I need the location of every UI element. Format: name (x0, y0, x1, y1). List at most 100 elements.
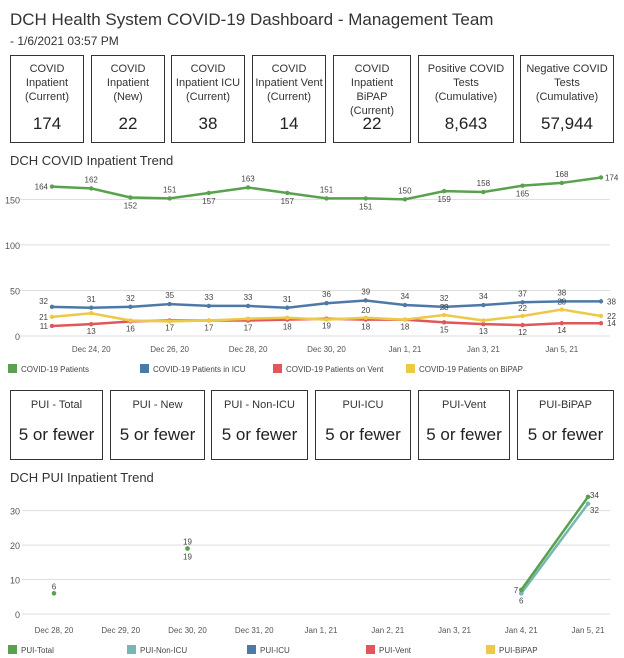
legend-swatch (406, 364, 415, 373)
data-label: 20 (361, 306, 370, 315)
data-label: 18 (283, 323, 292, 332)
pui-label: PUI - Non-ICU (224, 399, 295, 411)
data-label: 32 (440, 294, 449, 303)
data-label: 151 (320, 185, 334, 194)
data-point (51, 591, 57, 596)
data-point (167, 301, 172, 307)
x-tick-label: Jan 2, 21 (371, 626, 404, 635)
data-point (481, 321, 486, 327)
data-point (324, 317, 329, 322)
data-point (520, 322, 525, 328)
series-line (520, 496, 590, 591)
y-tick-label: 20 (10, 541, 20, 551)
data-point (363, 298, 368, 303)
inpatient-trend-chart: 0 50 100 150 Dec 24, 20 Dec 26, 20 Dec 28, 20 D… (5, 170, 619, 374)
data-label: 157 (281, 197, 295, 206)
y-tick-label: 0 (15, 332, 20, 342)
pui-value: 5 or fewer (426, 425, 502, 444)
data-point (167, 196, 172, 201)
data-label: 35 (165, 291, 174, 300)
data-point (285, 315, 290, 320)
data-point (49, 314, 55, 320)
x-tick-label: Dec 30, 20 (307, 345, 346, 354)
legend-label: COVID-19 Patients on Vent (286, 365, 384, 374)
data-point (324, 196, 329, 201)
data-point (481, 189, 486, 195)
kpi-card-inpatient-bipap: COVID Inpatient BiPAP (Current) 22 (333, 55, 411, 143)
x-tick-label: Jan 5, 21 (545, 345, 578, 354)
kpi-label: COVID Inpatient ICU (Current) (175, 63, 241, 103)
legend-label: PUI-BiPAP (499, 646, 538, 655)
pui-trend-chart: 0 10 20 30 Dec 28, 20 Dec 29, 20 Dec 30, 20 Dec… (8, 491, 610, 655)
data-label: 19 (322, 322, 331, 331)
data-point (441, 312, 447, 318)
data-label: 151 (163, 185, 177, 194)
pui-card-icu: PUI-ICU 5 or fewer (315, 390, 411, 460)
page-subtitle: - 1/6/2021 03:57 PM (10, 34, 119, 48)
data-label: 163 (241, 174, 255, 183)
pui-card-total: PUI - Total 5 or fewer (10, 390, 103, 460)
data-label: 22 (607, 312, 616, 321)
data-label: 33 (244, 293, 253, 302)
data-label: 29 (557, 298, 566, 307)
legend-swatch (8, 364, 17, 373)
legend-swatch (127, 645, 136, 654)
data-label: 151 (359, 202, 373, 211)
kpi-label: Negative COVID Tests (Cumulative) (526, 63, 608, 103)
data-point (559, 299, 564, 304)
data-point (585, 494, 591, 500)
legend-swatch (273, 364, 282, 373)
kpi-card-inpatient-vent: COVID Inpatient Vent (Current) 14 (252, 55, 326, 143)
data-label: 174 (605, 173, 619, 182)
kpi-value: 22 (362, 114, 382, 133)
data-point (128, 304, 133, 310)
data-label: 159 (437, 195, 451, 204)
data-label: 158 (477, 179, 491, 188)
legend-label: COVID-19 Patients (21, 365, 89, 374)
kpi-label: Positive COVID Tests (Cumulative) (427, 63, 505, 103)
inpatient-trend-title: DCH COVID Inpatient Trend (10, 153, 174, 168)
data-point (559, 307, 564, 312)
data-label: 162 (85, 175, 99, 184)
x-tick-label: Dec 28, 20 (35, 626, 74, 635)
pui-trend-title: DCH PUI Inpatient Trend (10, 470, 154, 485)
data-label: 38 (557, 288, 566, 297)
y-tick-label: 100 (5, 241, 20, 251)
data-label: 152 (124, 202, 138, 211)
data-label: 17 (244, 324, 253, 333)
data-point (89, 305, 94, 310)
data-point (285, 305, 290, 310)
legend-label: PUI-Total (21, 646, 54, 655)
pui-label: PUI-Vent (441, 399, 487, 411)
data-point (402, 317, 408, 322)
data-point (402, 302, 408, 308)
y-tick-label: 30 (10, 507, 20, 517)
data-label: 6 (52, 582, 57, 591)
data-point (598, 313, 604, 319)
data-point (518, 587, 524, 593)
kpi-card-inpatient-current: COVID Inpatient (Current) 174 (10, 55, 84, 143)
x-tick-label: Jan 1, 21 (305, 626, 338, 635)
data-label: 150 (398, 186, 412, 195)
legend-label: PUI-ICU (260, 646, 290, 655)
data-point (128, 318, 133, 323)
data-point (185, 546, 190, 551)
x-tick-label: Jan 3, 21 (467, 345, 500, 354)
y-tick-label: 10 (10, 576, 20, 586)
pui-card-bipap: PUI-BiPAP 5 or fewer (517, 390, 614, 460)
pui-value: 5 or fewer (18, 425, 95, 444)
data-label: 6 (519, 596, 524, 605)
legend-swatch (140, 364, 149, 373)
data-label: 31 (283, 295, 292, 304)
data-label: 32 (590, 506, 599, 515)
data-point (559, 321, 564, 326)
kpi-label: COVID Inpatient (New) (106, 63, 150, 103)
kpi-label: COVID Inpatient (Current) (24, 63, 69, 103)
data-label: 16 (126, 324, 135, 333)
data-label: 157 (202, 197, 216, 206)
x-tick-label: Dec 28, 20 (229, 345, 268, 354)
data-label: 34 (590, 491, 599, 500)
legend-label: PUI-Vent (379, 646, 412, 655)
data-point (481, 302, 486, 308)
data-point (206, 318, 212, 323)
